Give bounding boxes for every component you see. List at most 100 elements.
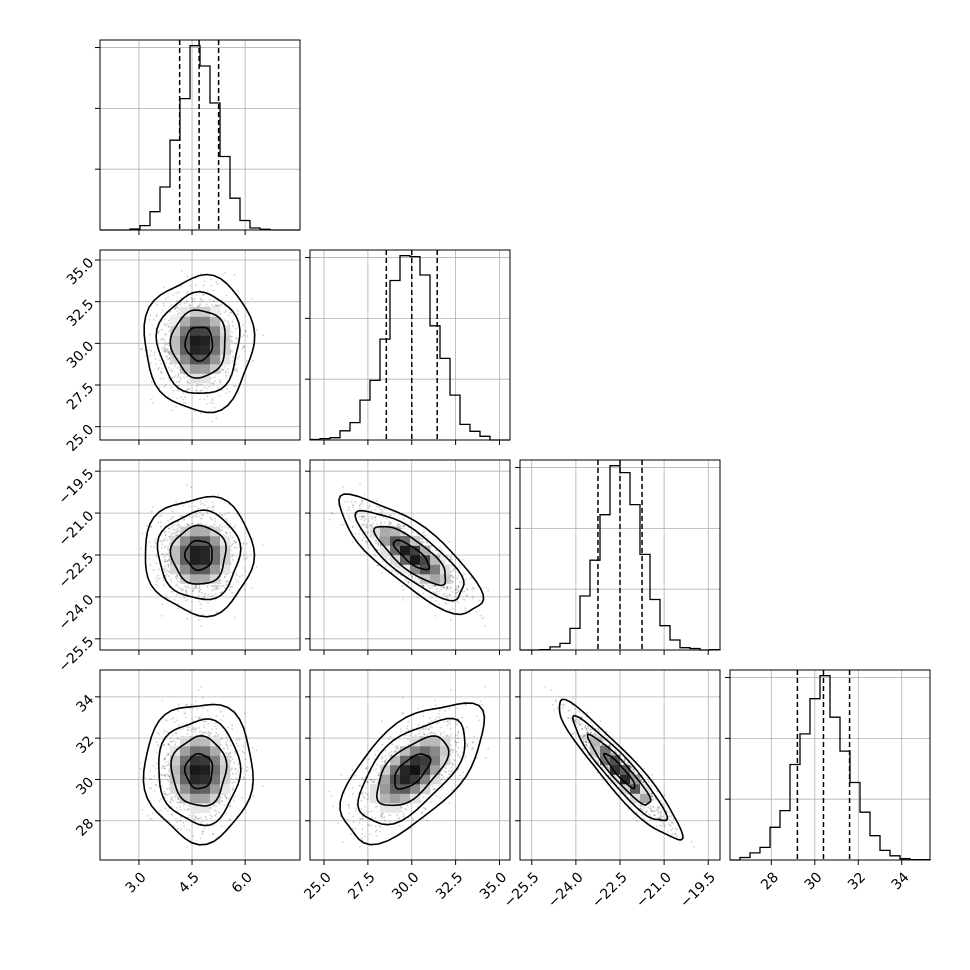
sample-point [148,557,151,560]
sample-point [441,559,443,561]
sample-point [162,568,165,571]
sample-point [158,800,161,803]
panel-frame [519,459,721,651]
sample-point [375,540,377,542]
sample-point [204,816,207,818]
sample-point [198,727,201,729]
sample-point [163,731,166,734]
sample-point [180,269,183,272]
density-cell [200,555,211,565]
sample-point [357,515,360,518]
sample-point [155,555,158,558]
sample-point [195,293,197,296]
sample-point [431,584,433,587]
sample-point [217,387,219,389]
sample-point [485,587,487,589]
sample-point [243,554,245,556]
sample-point [449,555,452,558]
sample-point [414,577,417,580]
sample-point [448,540,451,543]
sample-point [157,368,160,371]
sample-point [197,384,199,387]
sample-point [167,348,170,351]
sample-point [241,324,244,327]
sample-point [384,565,387,568]
sample-point [199,398,201,401]
sample-point [155,762,158,765]
sample-point [430,587,433,589]
sample-point [347,509,350,511]
sample-point [150,398,153,401]
sample-point [170,718,173,721]
sample-point [225,374,228,377]
sample-point [166,573,168,576]
sample-point [194,297,196,300]
sample-point [211,420,214,423]
sample-point [168,352,171,355]
sample-point [224,587,226,589]
sample-point [450,574,453,577]
sample-point [342,486,344,488]
sample-point [177,372,180,375]
sample-point [242,745,245,747]
sample-point [156,580,158,583]
sample-point [168,787,171,790]
sample-point [180,378,183,381]
sample-point [163,790,165,793]
sample-point [227,368,230,371]
sample-point [155,315,158,318]
sample-point [231,555,233,558]
sample-point [198,730,201,733]
sample-point [148,318,151,321]
sample-point [252,537,255,540]
sample-point [221,737,223,740]
sample-point [411,575,414,578]
sample-point [396,565,398,568]
sample-point [434,600,437,602]
sample-point [428,584,430,587]
sample-point [352,504,355,507]
sample-point [164,333,167,336]
density-cell [190,316,201,327]
sample-point [229,744,232,747]
sample-point [385,555,387,558]
sample-point [243,588,246,591]
sample-point [442,556,444,559]
sample-point [204,720,207,722]
sample-point [242,542,245,545]
sample-point [141,347,144,350]
sample-point [149,314,152,317]
sample-point [164,362,167,364]
sample-point [231,758,234,761]
sample-point [163,729,166,732]
sample-point [463,590,466,593]
sample-point [385,557,388,560]
sample-point [235,572,238,575]
sample-point [229,311,232,314]
sample-point [155,537,158,540]
sample-point [234,752,237,755]
sample-point [164,807,167,810]
sample-point [228,390,231,393]
sample-point [220,529,223,532]
sample-point [160,362,163,365]
sample-point [458,581,461,584]
sample-point [237,581,240,583]
sample-point [195,515,198,518]
sample-point [237,289,240,292]
sample-point [246,359,248,362]
sample-point [212,588,215,591]
sample-point [417,578,420,580]
sample-point [185,591,188,593]
sample-point [359,529,362,532]
sample-point [231,728,234,730]
sample-point [183,804,185,806]
sample-point [346,500,349,503]
sample-point [479,615,482,617]
sample-point [168,531,171,533]
sample-point [160,367,163,370]
sample-point [379,508,382,511]
sample-point [180,828,183,830]
sample-point [167,558,170,561]
sample-point [364,515,366,518]
